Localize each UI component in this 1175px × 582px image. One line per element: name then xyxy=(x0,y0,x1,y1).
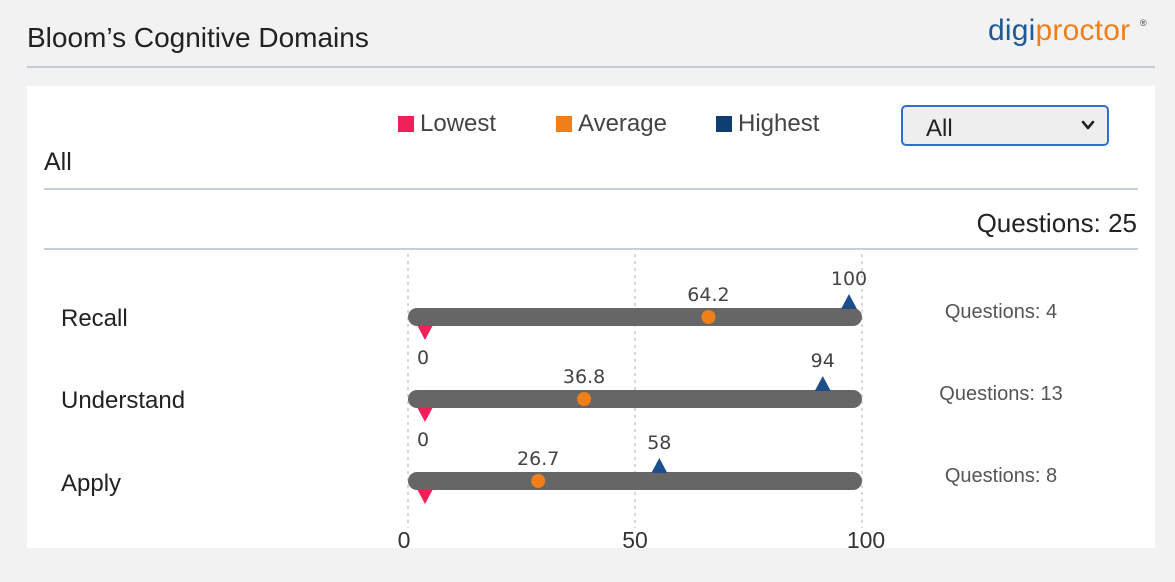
average-label-recall: 64.2 xyxy=(687,284,729,306)
x-tick-label-0: 0 xyxy=(398,527,411,553)
highest-marker-understand xyxy=(814,376,831,391)
x-tick-label-50: 50 xyxy=(622,527,648,553)
highest-marker-recall xyxy=(841,294,857,309)
chevron-down-icon xyxy=(1081,120,1095,130)
row-label-understand: Understand xyxy=(61,387,186,414)
legend-label-average: Average xyxy=(578,110,667,137)
average-dot-apply xyxy=(531,474,546,488)
divider-top xyxy=(44,188,1138,190)
lowest-label-understand: 0 xyxy=(417,429,429,451)
average-dot-understand xyxy=(577,392,592,406)
domain-filter-select[interactable]: All xyxy=(901,105,1109,146)
total-questions: Questions: 25 xyxy=(976,208,1137,238)
logo-proctor: proctor xyxy=(1035,14,1131,47)
logo-digi: digi xyxy=(988,14,1036,47)
lowest-marker-understand xyxy=(417,407,433,422)
header-divider xyxy=(27,66,1155,68)
highest-label-recall: 100 xyxy=(831,268,867,290)
lowest-label-recall: 0 xyxy=(417,347,429,369)
legend-label-highest: Highest xyxy=(738,110,820,137)
page-title: Bloom’s Cognitive Domains xyxy=(27,22,369,53)
lowest-marker-apply xyxy=(417,489,433,504)
row-questions-apply: Questions: 8 xyxy=(944,465,1058,487)
row-label-recall: Recall xyxy=(61,305,128,332)
filter-heading: All xyxy=(44,148,72,176)
select-value: All xyxy=(926,115,953,142)
divider-bottom xyxy=(44,248,1138,250)
registered-mark: ® xyxy=(1140,18,1147,28)
legend-swatch-average xyxy=(556,116,572,132)
legend-label-lowest: Lowest xyxy=(420,110,497,137)
row-label-apply: Apply xyxy=(61,470,122,497)
legend-item-average: Average xyxy=(556,110,667,138)
lowest-marker-recall xyxy=(417,325,433,340)
legend-item-lowest: Lowest xyxy=(398,110,496,138)
highest-label-apply: 58 xyxy=(647,432,671,454)
legend-swatch-highest xyxy=(716,116,732,132)
legend-item-highest: Highest xyxy=(716,110,819,138)
average-dot-recall xyxy=(701,310,716,324)
average-label-understand: 36.8 xyxy=(563,366,605,388)
digiproctor-logo: digiproctor ® xyxy=(988,14,1147,48)
legend-swatch-lowest xyxy=(398,116,414,132)
x-tick-label-100: 100 xyxy=(847,527,885,553)
average-label-apply: 26.7 xyxy=(517,448,559,470)
row-questions-understand: Questions: 13 xyxy=(939,383,1063,405)
highest-marker-apply xyxy=(651,458,668,473)
row-questions-recall: Questions: 4 xyxy=(944,301,1058,323)
highest-label-understand: 94 xyxy=(811,350,835,372)
